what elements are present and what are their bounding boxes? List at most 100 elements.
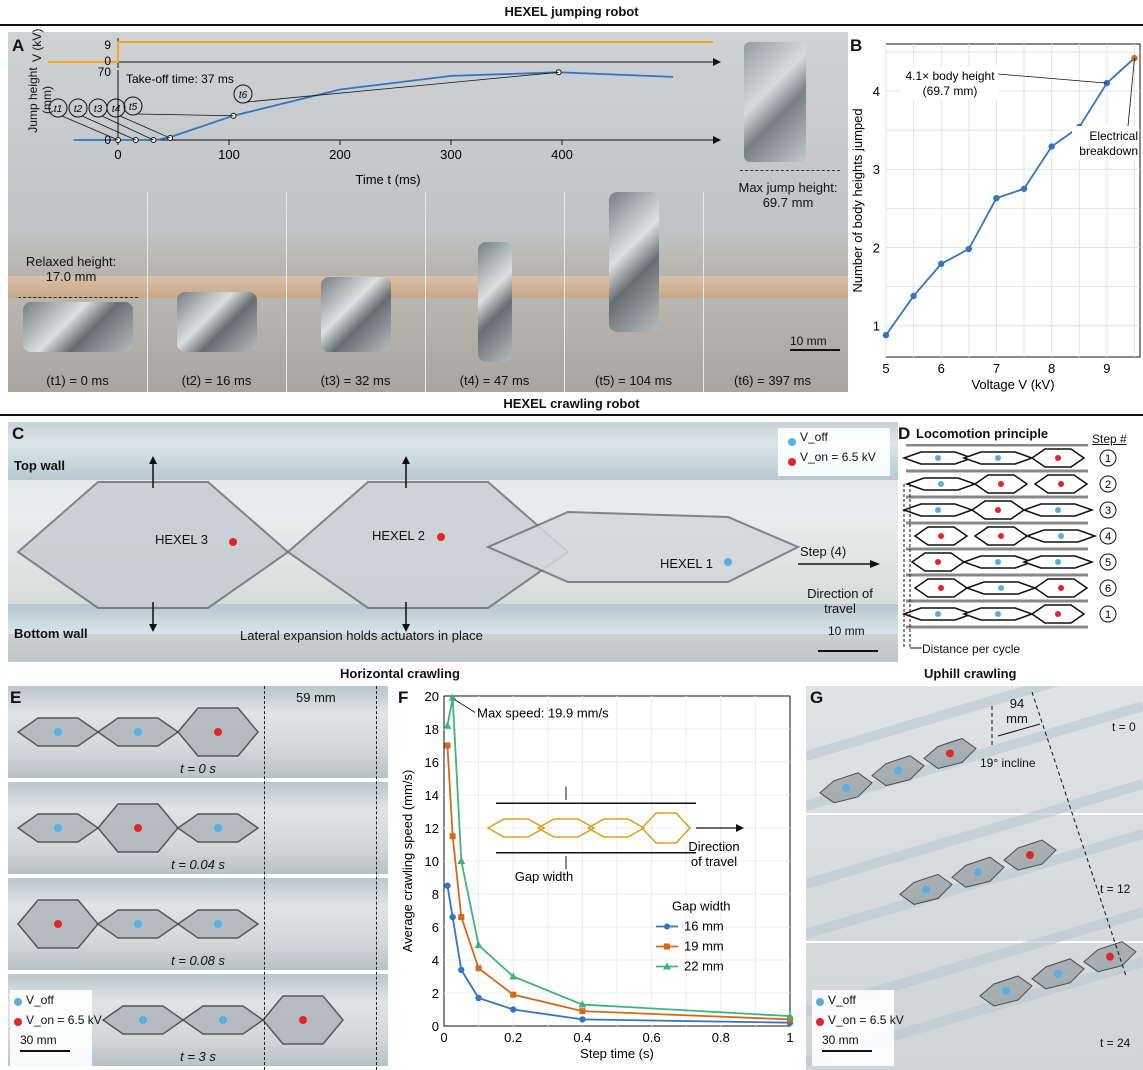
panel-b-chart: 5 6 7 8 9 1 2 3 4 Voltage V (kV) Number of body he… xyxy=(850,43,1141,392)
panel-label-g: G xyxy=(810,688,824,707)
scale-bar-g xyxy=(822,1050,872,1052)
data-point xyxy=(993,194,1000,202)
marker-leader xyxy=(246,71,559,103)
jump-frame: (t5) = 104 ms xyxy=(564,192,704,392)
locomotion-diagram: 1 2 3 4 5 6 1 xyxy=(901,444,1117,649)
jump-frame: (t6) = 397 ms xyxy=(703,192,842,392)
data-point xyxy=(1131,54,1138,62)
divider xyxy=(0,24,1143,26)
step-number: 6 xyxy=(1105,583,1111,595)
data-point xyxy=(510,1006,517,1013)
data-point xyxy=(448,693,457,701)
marker-point xyxy=(132,137,139,143)
takeoff-label: Take-off time: 37 ms xyxy=(126,72,234,86)
crawl-frame: t = 0.08 s xyxy=(8,878,388,970)
state-dot xyxy=(998,533,1004,539)
time-tick-label: 300 xyxy=(440,147,462,162)
y-tick-label: 8 xyxy=(432,887,439,902)
step-circle xyxy=(1099,527,1117,545)
x-axis-label: Step time (s) xyxy=(580,1046,654,1061)
inset-arrow-head xyxy=(736,824,744,832)
data-point xyxy=(1103,79,1111,87)
legend-box-g xyxy=(812,990,894,1066)
crawl-frame: t = 0 s xyxy=(8,686,388,778)
horizontal-title: Horizontal crawling xyxy=(340,666,460,681)
end-line-g xyxy=(1031,691,1127,977)
state-dot xyxy=(1058,533,1064,539)
distance-arrow-g xyxy=(997,723,1041,737)
data-point xyxy=(475,994,482,1002)
distance-g: 94 mm xyxy=(1006,696,1028,726)
step-number: 3 xyxy=(1105,505,1111,517)
marker-label: t1 xyxy=(54,104,62,115)
state-dot xyxy=(842,783,850,792)
state-dot xyxy=(214,920,222,928)
distance-label: Distance per cycle xyxy=(922,642,1021,656)
step-number: 1 xyxy=(1105,453,1111,465)
jump-axis-label: Jump height (mm) xyxy=(26,67,54,133)
incline-rail xyxy=(806,779,1143,889)
x-tick-label: 0.4 xyxy=(573,1030,591,1045)
relaxed-height-label: Relaxed height: 17.0 mm xyxy=(25,254,117,284)
state-dot xyxy=(1055,507,1061,513)
hexel3-label: HEXEL 3 xyxy=(155,532,208,547)
y-tick-label: 4 xyxy=(873,84,880,99)
v-tick-9: 9 xyxy=(104,38,111,52)
legend-on-e: V_on = 6.5 kV xyxy=(26,1013,102,1027)
frame-caption: (t4) = 47 ms xyxy=(459,373,530,388)
time-g-0: t = 0 xyxy=(1112,720,1136,734)
state-dot xyxy=(938,481,944,487)
state-dot xyxy=(139,1016,147,1024)
data-point xyxy=(474,941,483,949)
hexel2-label: HEXEL 2 xyxy=(372,528,425,543)
direction-label: Direction of travel xyxy=(807,586,873,616)
uphill-frames xyxy=(806,686,1143,1067)
max-jump-line xyxy=(740,170,840,171)
legend-off-g: V_off xyxy=(828,993,856,1007)
state-dot xyxy=(1058,481,1064,487)
y-tick-label: 2 xyxy=(432,986,439,1001)
data-point xyxy=(786,1012,794,1020)
annotation-body-height: 4.1× body height xyxy=(905,69,995,83)
frame-time: t = 0 s xyxy=(180,761,216,776)
x-tick-label: 1 xyxy=(786,1030,793,1045)
v-tick-0: 0 xyxy=(104,54,111,68)
step-circle xyxy=(1099,579,1117,597)
data-point xyxy=(475,965,482,972)
frame-time: t = 0.04 s xyxy=(171,857,225,872)
y-tick-label: 18 xyxy=(425,722,439,737)
state-dot xyxy=(1002,987,1010,995)
y-tick-label: 16 xyxy=(425,755,439,770)
marker-circle xyxy=(123,96,143,116)
time-tick-label: 400 xyxy=(551,147,573,162)
marker-leader xyxy=(81,115,136,141)
data-point xyxy=(1048,143,1055,150)
y-tick-label: 2 xyxy=(873,240,880,255)
state-dot xyxy=(214,728,222,736)
step-circle xyxy=(1099,605,1117,623)
y-tick-label: 12 xyxy=(425,821,439,836)
step-number: 5 xyxy=(1105,557,1111,569)
state-dot xyxy=(946,749,954,758)
data-point xyxy=(579,1016,586,1023)
marker-leader xyxy=(119,115,171,139)
y-tick-label: 0 xyxy=(432,1019,439,1034)
gap-width-label: Gap width xyxy=(515,869,574,884)
marker-circle xyxy=(106,98,126,118)
legend-title: Gap width xyxy=(672,899,731,914)
y-axis-label: Average crawling speed (mm/s) xyxy=(400,770,415,953)
panel-label-c: C xyxy=(12,424,25,443)
marker-leader xyxy=(61,115,119,141)
state-dot xyxy=(995,507,1001,513)
state-dot xyxy=(1106,952,1114,961)
y-tick-label: 1 xyxy=(873,319,880,334)
panel-label-f: F xyxy=(398,688,409,707)
marker-label: t6 xyxy=(239,90,248,101)
y-tick-label: 20 xyxy=(425,689,439,704)
hexel1-label: HEXEL 1 xyxy=(660,556,713,571)
time-axis-label: Time t (ms) xyxy=(355,172,420,187)
state-dot xyxy=(1055,455,1061,461)
annotation-leader xyxy=(454,699,476,713)
frame-caption: (t3) = 32 ms xyxy=(320,373,391,388)
